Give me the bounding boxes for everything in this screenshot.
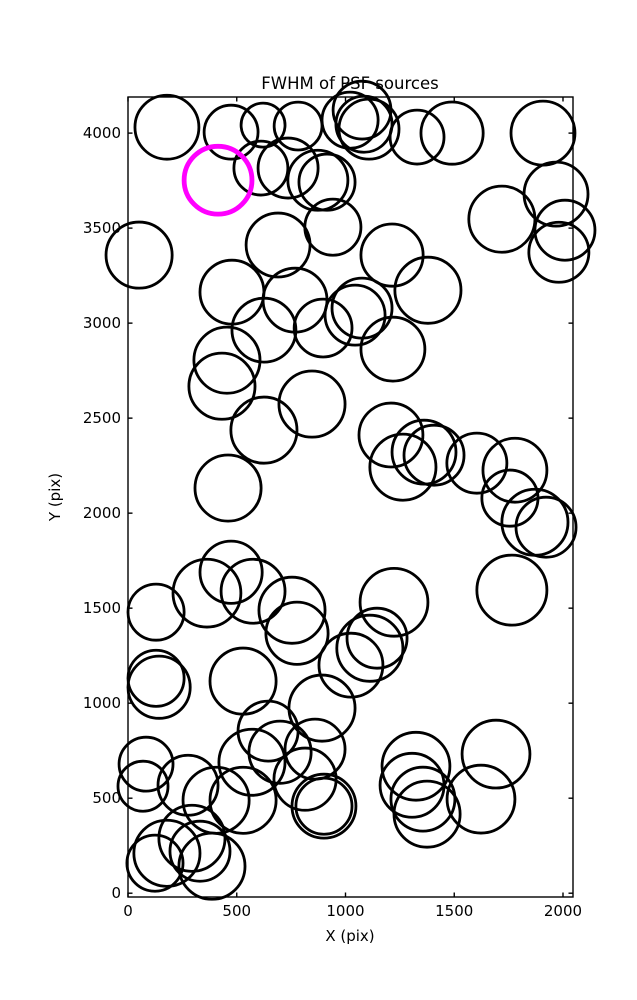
y-tick-label: 3000 (83, 314, 121, 332)
y-tick-label: 500 (92, 789, 121, 807)
axis-tick-labels: 0 500 1000 1500 2000 0 500 1000 1500 2000 2500 3000… (83, 124, 582, 920)
psf-circle (460, 718, 532, 790)
x-tick-label: 0 (123, 902, 133, 920)
psf-circle (514, 495, 578, 559)
x-tick-label: 1000 (326, 902, 364, 920)
psf-circle (193, 453, 263, 523)
x-tick-label: 500 (222, 902, 251, 920)
psf-circle (272, 746, 338, 812)
psf-circle (230, 296, 298, 364)
psf-circle (125, 833, 185, 893)
chart-title: FWHM of PSF sources (261, 74, 438, 93)
psf-circle (481, 436, 549, 504)
y-tick-label: 2500 (83, 409, 121, 427)
psf-circle (171, 557, 243, 629)
psf-circle (264, 600, 330, 666)
psf-circle (219, 557, 287, 625)
psf-circle (335, 613, 405, 683)
psf-circle (388, 108, 446, 166)
y-tick-label: 1000 (83, 694, 121, 712)
x-tick-label: 1500 (435, 902, 473, 920)
y-tick-label: 2000 (83, 504, 121, 522)
psf-circle (393, 255, 463, 325)
psf-circle (198, 258, 266, 326)
psf-circle (294, 776, 354, 836)
psf-circle (287, 673, 357, 743)
psf-circle (445, 431, 509, 495)
psf-circle (337, 97, 401, 161)
psf-circle (208, 765, 278, 835)
plot-border (127, 96, 574, 898)
psf-circle (217, 727, 287, 797)
psf-circle (133, 93, 201, 161)
psf-circle (533, 198, 597, 262)
y-tick-label: 1500 (83, 599, 121, 617)
psf-circle (467, 184, 537, 254)
psf-circle (359, 222, 425, 288)
highlighted-psf-circle (181, 143, 255, 217)
psf-circle (247, 719, 313, 785)
y-tick-label: 0 (111, 884, 121, 902)
psf-circle (272, 100, 324, 152)
psf-circle (277, 369, 347, 439)
psf-circle (116, 759, 170, 813)
psf-circles (104, 79, 597, 901)
psf-circle (126, 654, 192, 720)
y-tick-label: 3500 (83, 219, 121, 237)
psf-circle (198, 539, 264, 605)
psf-circle (357, 401, 425, 469)
x-tick-label: 2000 (544, 902, 582, 920)
psf-circle (292, 297, 354, 359)
psf-circle (126, 582, 186, 642)
psf-circle (527, 220, 591, 284)
psf-circle (402, 423, 466, 487)
psf-circle (345, 606, 409, 670)
y-tick-label: 4000 (83, 124, 121, 142)
psf-circle (368, 432, 438, 502)
psf-circle (187, 351, 257, 421)
psf-circle (117, 735, 175, 793)
psf-circle (126, 648, 186, 708)
psf-circle (202, 103, 260, 161)
psf-circle (177, 831, 247, 901)
psf-circle (317, 631, 385, 699)
psf-circle (389, 765, 457, 833)
psf-circle (380, 730, 452, 802)
psf-circle (208, 646, 278, 716)
psf-circle (229, 395, 299, 465)
psf-circle (445, 763, 517, 835)
psf-circle (323, 283, 387, 347)
y-axis-label: Y (pix) (46, 473, 64, 522)
psf-circle (239, 101, 287, 149)
x-axis-label: X (pix) (325, 927, 374, 945)
psf-circle (392, 779, 462, 849)
psf-circle (244, 211, 312, 279)
psf-circle (358, 566, 430, 638)
psf-circle (419, 100, 485, 166)
psf-circle (232, 139, 290, 197)
psf-circle (390, 418, 458, 486)
psf-circle (290, 772, 358, 840)
psf-circle (157, 803, 227, 873)
psf-circle (297, 152, 357, 212)
psf-circle (132, 818, 202, 888)
psf-circle (256, 136, 320, 200)
psf-circle (104, 220, 174, 290)
psf-circle (192, 325, 262, 395)
psf-circle (286, 148, 350, 212)
psf-circle (359, 315, 427, 383)
psf-circle (168, 819, 232, 883)
psf-circle (509, 99, 577, 167)
psf-circle (257, 575, 327, 645)
psf-circle (475, 553, 549, 627)
